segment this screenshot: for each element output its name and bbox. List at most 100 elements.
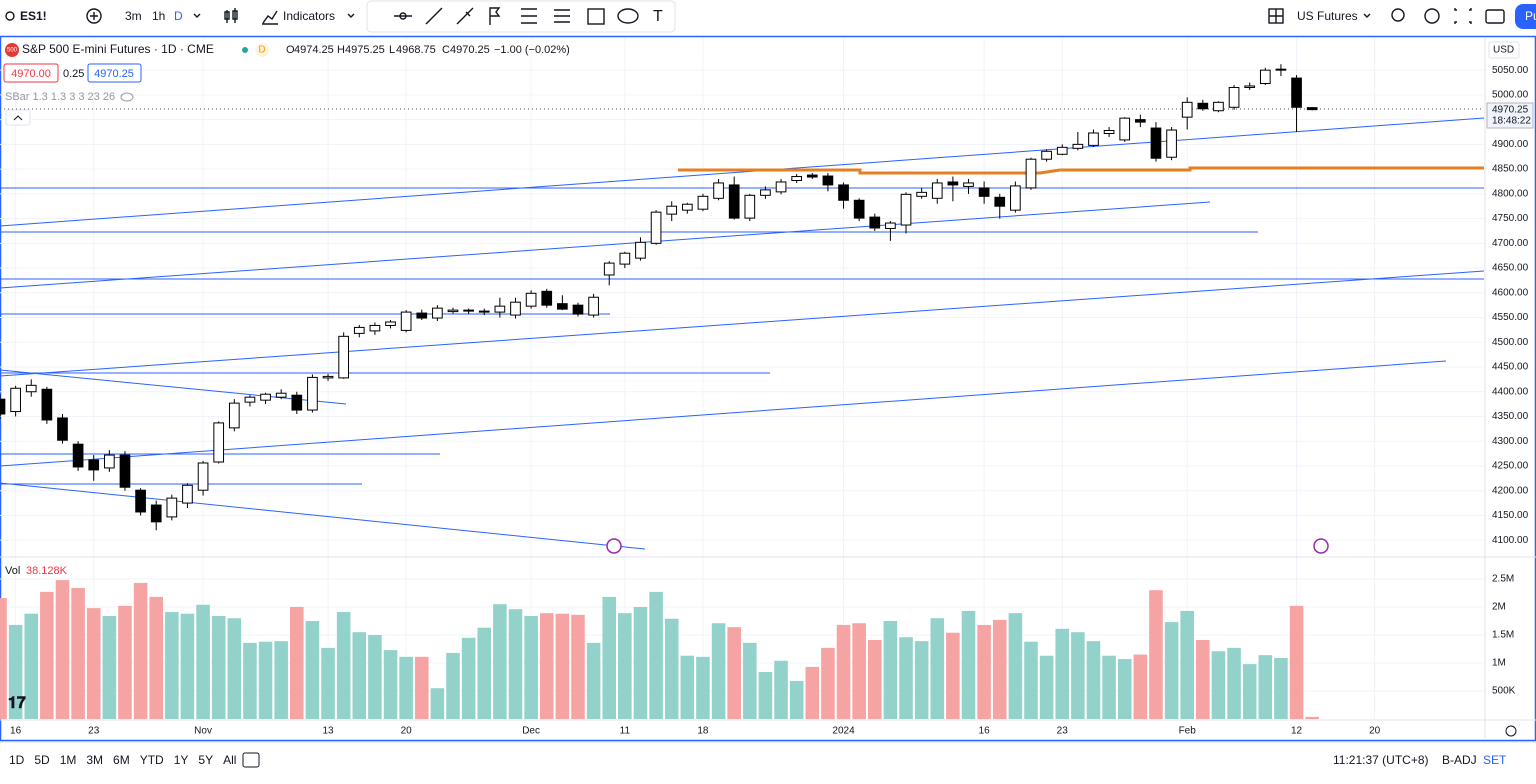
- text-tool[interactable]: T: [653, 8, 663, 25]
- trend-tool[interactable]: [425, 7, 443, 25]
- tv-logo: 𝟏𝟕: [8, 695, 26, 712]
- trend-line[interactable]: [0, 369, 347, 405]
- replay-icon[interactable]: [1391, 8, 1405, 22]
- volume-bar: [0, 598, 7, 719]
- trend-line[interactable]: [0, 117, 1485, 227]
- candle-body: [1088, 132, 1099, 146]
- range-button[interactable]: 1D: [9, 753, 25, 767]
- trend-line[interactable]: [0, 482, 646, 550]
- trend-line[interactable]: [0, 201, 1211, 289]
- candle-body: [557, 303, 568, 310]
- settings-icon[interactable]: [1424, 8, 1440, 24]
- candle-body: [1244, 85, 1256, 88]
- price-tick-label: 4900.00: [1492, 139, 1529, 150]
- publish-label[interactable]: Pu: [1525, 9, 1536, 23]
- indicators[interactable]: Indicators: [283, 9, 335, 23]
- chevron[interactable]: [347, 13, 355, 18]
- market[interactable]: US Futures: [1297, 9, 1358, 23]
- interval[interactable]: 3m: [125, 9, 142, 23]
- bid-box[interactable]: [3, 63, 59, 83]
- fullscreen-icon[interactable]: [1454, 8, 1472, 24]
- ask-box[interactable]: [87, 63, 142, 83]
- symbol[interactable]: ES1!: [20, 9, 47, 23]
- candle-body: [666, 205, 678, 215]
- volume-bar: [1133, 654, 1148, 719]
- adjust[interactable]: B-ADJ: [1442, 753, 1477, 767]
- range-button[interactable]: 3M: [86, 753, 103, 767]
- trend-line[interactable]: [0, 360, 1447, 467]
- candle-body: [1181, 101, 1193, 118]
- countdown: 18:48:22: [1492, 116, 1531, 127]
- collapse-button[interactable]: [5, 109, 31, 126]
- candle-body: [416, 312, 428, 319]
- range-button[interactable]: 1Y: [174, 753, 189, 767]
- bid[interactable]: 4970.00: [11, 68, 51, 80]
- volume-bar: [821, 647, 835, 719]
- event-icon[interactable]: [1313, 538, 1329, 554]
- symbol-name[interactable]: S&P 500 E-mini Futures · 1D · CME: [22, 42, 214, 56]
- candle-body: [447, 309, 459, 313]
- volume-bar: [602, 596, 617, 719]
- volume-bar: [1086, 641, 1101, 719]
- orange-level[interactable]: [678, 166, 1484, 175]
- fib-tool[interactable]: [521, 8, 537, 24]
- time-tick-label: 16: [979, 726, 991, 737]
- add-symbol[interactable]: [86, 8, 102, 24]
- ellipse-tool[interactable]: [617, 8, 639, 24]
- volume-bar: [493, 604, 507, 719]
- currency[interactable]: USD: [1493, 45, 1514, 56]
- range-button[interactable]: 1M: [60, 753, 77, 767]
- hline-tool[interactable]: [394, 12, 412, 20]
- ray-tool[interactable]: [456, 7, 474, 25]
- change: −1.00 (−0.02%): [494, 44, 570, 56]
- session[interactable]: SET: [1483, 753, 1507, 767]
- price-tick-label: 4500.00: [1492, 337, 1529, 348]
- hide-icon[interactable]: [120, 92, 134, 102]
- candle-body: [916, 191, 927, 197]
- chart-type[interactable]: [224, 8, 238, 23]
- volume-bar: [1196, 640, 1210, 719]
- trend-line[interactable]: [0, 270, 1485, 377]
- axis-settings[interactable]: [1505, 725, 1517, 737]
- range-button[interactable]: 5Y: [198, 753, 213, 767]
- interval-active[interactable]: D: [174, 9, 183, 23]
- flag-tool[interactable]: [489, 7, 501, 25]
- candle-body: [88, 459, 100, 471]
- chevron[interactable]: [1363, 13, 1371, 18]
- candle-body: [994, 196, 1006, 207]
- range-button[interactable]: 5D: [34, 753, 50, 767]
- candle-body: [478, 310, 490, 313]
- range-button[interactable]: 6M: [113, 753, 130, 767]
- candle-body: [150, 504, 162, 523]
- range-button[interactable]: YTD: [140, 753, 164, 767]
- date-range-icon[interactable]: [242, 752, 260, 768]
- volume-bar: [899, 637, 913, 719]
- channel-tool[interactable]: [554, 9, 570, 23]
- volume-bar: [618, 613, 632, 719]
- clock: 11:21:37 (UTC+8): [1333, 753, 1429, 767]
- camera-icon[interactable]: [1485, 9, 1505, 24]
- search-icon[interactable]: [5, 11, 15, 21]
- ask[interactable]: 4970.25: [94, 68, 134, 80]
- indicator-legend[interactable]: SBar 1.3 1.3 3 3 23 26: [5, 91, 115, 103]
- range-button[interactable]: All: [223, 753, 236, 767]
- candle-body: [931, 182, 943, 199]
- volume-bar: [508, 609, 523, 719]
- candle-body: [775, 181, 787, 193]
- delay-badge: [255, 43, 269, 57]
- candle-body: [619, 252, 631, 265]
- candle-body: [119, 454, 131, 488]
- rect-tool[interactable]: [587, 8, 605, 25]
- chevron[interactable]: [193, 13, 201, 18]
- volume-bar: [149, 596, 163, 719]
- publish-button[interactable]: [1515, 4, 1536, 29]
- time-tick-label: 2024: [832, 726, 855, 737]
- volume-bar: [539, 613, 554, 719]
- event-icon[interactable]: [606, 538, 622, 554]
- volume-bar: [71, 587, 85, 719]
- time-tick-label: 16: [10, 726, 22, 737]
- interval[interactable]: 1h: [152, 9, 165, 23]
- currency-box[interactable]: [1488, 41, 1520, 59]
